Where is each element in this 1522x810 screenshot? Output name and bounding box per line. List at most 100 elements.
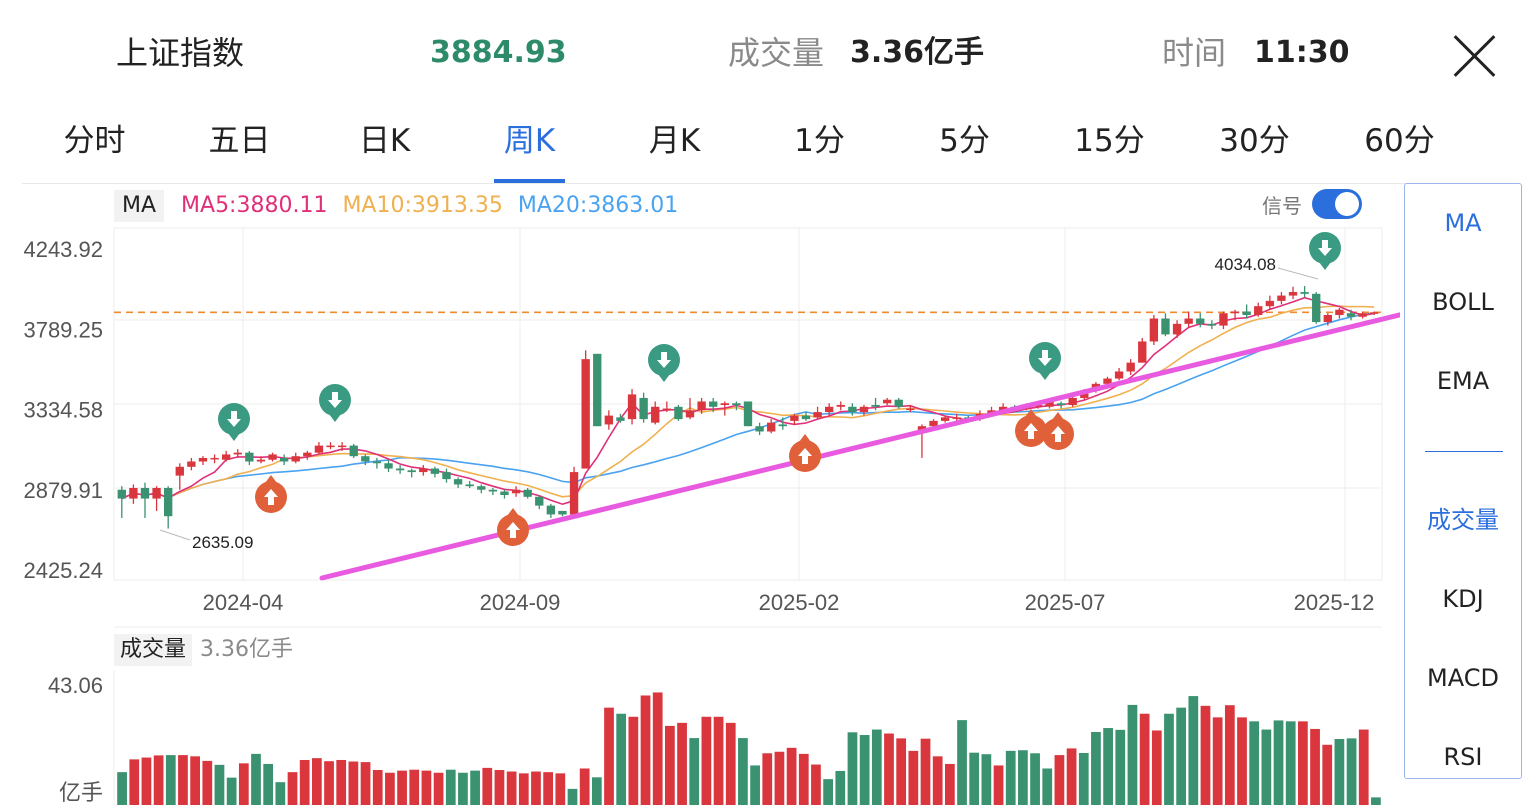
volume-bar xyxy=(640,695,651,805)
candle-body xyxy=(871,405,880,407)
indicator-kdj[interactable]: KDJ xyxy=(1442,585,1484,613)
volume-unit-label: 亿手 xyxy=(59,780,103,805)
volume-bar xyxy=(1358,729,1369,805)
candle xyxy=(1138,337,1147,363)
candle xyxy=(326,442,335,450)
volume-bar xyxy=(555,773,566,805)
candle-body xyxy=(210,457,219,460)
volume-bar xyxy=(738,738,748,805)
candle xyxy=(1346,309,1356,321)
indicator-rsi[interactable]: RSI xyxy=(1443,743,1483,771)
indicator-macd[interactable]: MACD xyxy=(1427,664,1499,692)
volume-bar xyxy=(1224,705,1235,805)
volume-bar xyxy=(336,759,347,805)
buy-marker-arrow xyxy=(1051,426,1065,442)
candle xyxy=(755,422,764,436)
chart-grid xyxy=(113,227,1383,581)
candlestick-chart[interactable]: 4243.92 3789.25 3334.58 2879.91 2425.24 2024-… xyxy=(0,0,1400,810)
x-tick-label: 2024-09 xyxy=(480,590,561,615)
tab-fenshi[interactable]: 分时 xyxy=(63,123,126,159)
candle-body xyxy=(303,452,312,457)
candle xyxy=(477,484,486,494)
sell-marker-arrow xyxy=(328,392,342,408)
candle-body xyxy=(175,466,184,476)
volume-bar xyxy=(896,738,907,805)
candle xyxy=(1370,311,1379,315)
ma10-value: MA10:3913.35 xyxy=(342,193,503,218)
volume-bar xyxy=(957,720,967,805)
candle xyxy=(187,457,196,471)
indicator-ema[interactable]: EMA xyxy=(1436,367,1490,395)
candle-body xyxy=(859,406,869,413)
ma20-line xyxy=(121,312,1375,500)
candle xyxy=(1265,295,1275,310)
volume-bar xyxy=(835,770,846,805)
candle-body xyxy=(685,410,695,418)
candle xyxy=(1358,311,1367,319)
indicator-boll[interactable]: BOLL xyxy=(1432,288,1494,316)
tab-60min[interactable]: 60分 xyxy=(1364,123,1435,159)
volume-bar xyxy=(871,729,882,805)
volume-bar xyxy=(591,777,602,805)
volume-bar xyxy=(287,772,298,805)
tab-15min[interactable]: 15分 xyxy=(1074,123,1145,159)
volume-bar xyxy=(1042,768,1053,805)
volume-value: 3.36亿手 xyxy=(850,35,985,70)
candle xyxy=(210,454,219,464)
tab-1min[interactable]: 1分 xyxy=(794,123,845,159)
volume-bar xyxy=(178,755,188,805)
volume-bar xyxy=(506,771,517,805)
volume-bar xyxy=(1310,728,1320,805)
tab-day-k[interactable]: 日K xyxy=(358,123,411,159)
volume-bar xyxy=(579,768,590,805)
volume-bar xyxy=(348,761,359,805)
tab-wuri[interactable]: 五日 xyxy=(208,123,271,159)
candle xyxy=(361,454,370,466)
volume-bar xyxy=(141,757,152,805)
indicator-ma[interactable]: MA xyxy=(1444,209,1482,237)
candle-body xyxy=(627,394,637,420)
volume-tag[interactable]: 成交量 xyxy=(114,634,193,666)
volume-bar xyxy=(1200,705,1211,805)
tab-5min[interactable]: 5分 xyxy=(939,123,990,159)
toggle-knob xyxy=(1335,192,1359,216)
volume-bar xyxy=(190,756,200,805)
candle-body xyxy=(407,470,416,473)
candle-body xyxy=(1103,378,1112,384)
sell-marker-tip xyxy=(329,414,341,422)
close-icon[interactable] xyxy=(1448,30,1500,82)
candle-body xyxy=(233,452,242,455)
tab-30min[interactable]: 30分 xyxy=(1219,123,1290,159)
candle xyxy=(314,442,324,455)
candle-body xyxy=(1184,318,1193,324)
volume-bar xyxy=(859,735,870,805)
volume-bar xyxy=(458,772,468,805)
volume-bar xyxy=(1285,721,1296,805)
candle xyxy=(419,465,428,476)
buy-signal-icon xyxy=(1015,409,1047,447)
indicator-volume[interactable]: 成交量 xyxy=(1427,506,1499,534)
volume-bar xyxy=(1346,738,1357,805)
volume-bar xyxy=(981,754,992,805)
volume-bar xyxy=(543,772,554,805)
volume-bar xyxy=(811,764,821,805)
candle-body xyxy=(720,403,729,406)
volume-bar xyxy=(969,752,980,805)
time-label: 时间 xyxy=(1162,34,1227,72)
buy-marker-tip xyxy=(1052,412,1064,420)
candle-body xyxy=(187,461,196,467)
candle xyxy=(778,417,787,430)
tab-week-k[interactable]: 周K xyxy=(503,123,556,159)
volume-bar xyxy=(567,788,578,805)
buy-marker-arrow xyxy=(798,448,812,464)
candle-body xyxy=(778,424,787,427)
candle-body xyxy=(1114,371,1124,379)
y-tick-label: 2425.24 xyxy=(23,558,103,583)
candle-body xyxy=(535,496,544,506)
ma-tag[interactable]: MA xyxy=(114,190,165,222)
candle-body xyxy=(198,457,208,462)
signal-toggle[interactable] xyxy=(1312,189,1362,219)
tab-month-k[interactable]: 月K xyxy=(648,123,701,159)
volume-bar xyxy=(993,765,1004,805)
volume-bar xyxy=(433,772,444,805)
